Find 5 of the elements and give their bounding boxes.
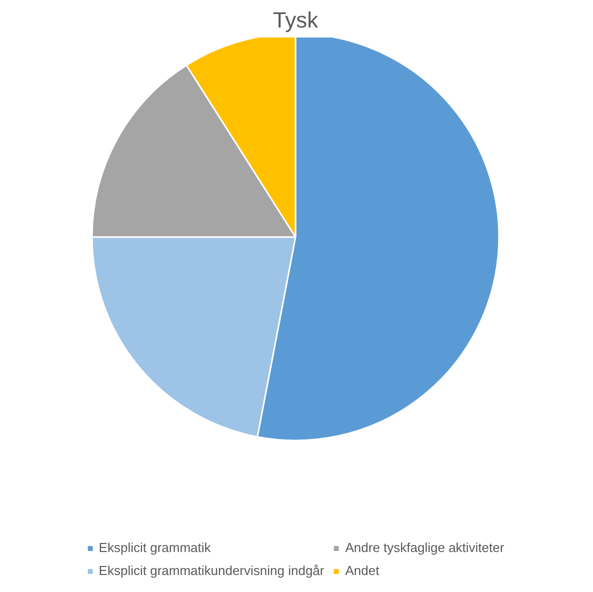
legend-label: Eksplicit grammatikundervisning indgår bbox=[98, 563, 324, 578]
legend-label: Andre tyskfaglige aktiviteter bbox=[345, 540, 504, 555]
legend-label: Eksplicit grammatik bbox=[98, 540, 211, 555]
legend-label: Andet bbox=[345, 563, 380, 578]
chart-title: Tysk bbox=[272, 8, 320, 32]
